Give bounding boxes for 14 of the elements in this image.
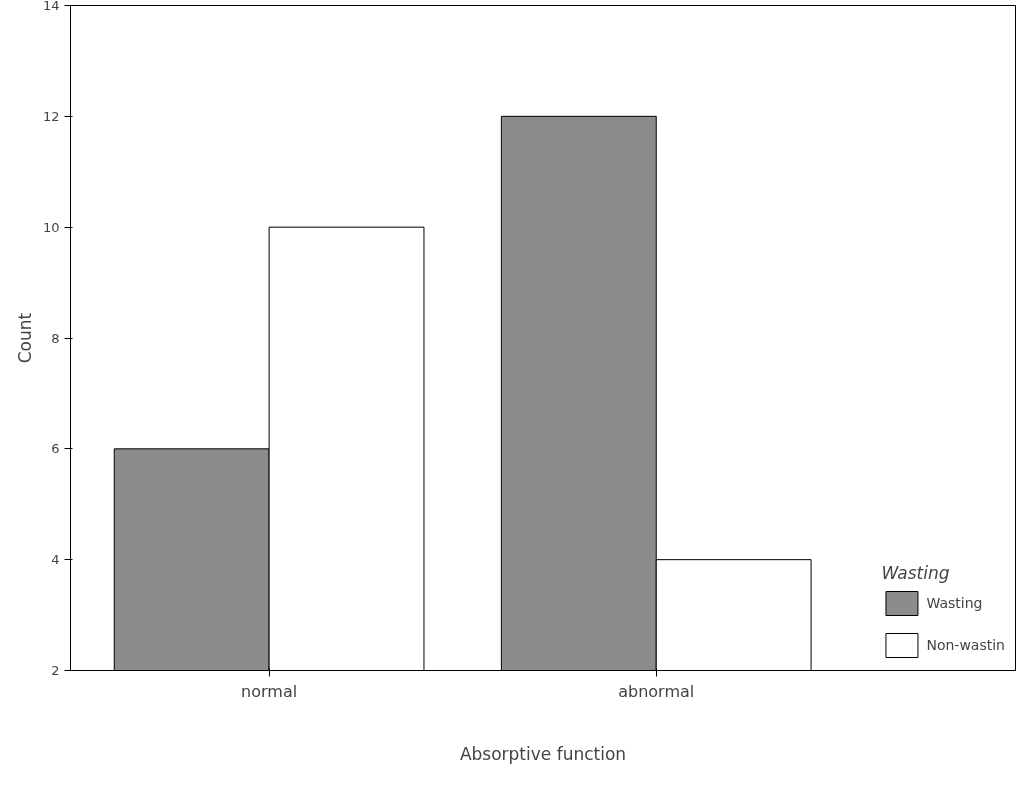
legend-label: Non-wastin [926,637,1005,653]
y-tick-label: 14 [42,0,60,13]
y-tick-label: 2 [51,663,60,678]
legend-label: Wasting [926,595,983,611]
y-axis-title: Count [14,312,35,364]
y-tick-label: 4 [51,552,60,568]
x-tick-label: normal [241,681,298,701]
y-tick-label: 12 [42,108,60,124]
y-tick-label: 8 [51,330,60,346]
y-tick-label: 10 [42,219,60,235]
legend-title: Wasting [881,563,951,583]
y-tick-label: 6 [51,441,60,457]
x-tick-label: abnormal [618,681,695,701]
x-axis-title: Absorptive function [459,743,627,764]
